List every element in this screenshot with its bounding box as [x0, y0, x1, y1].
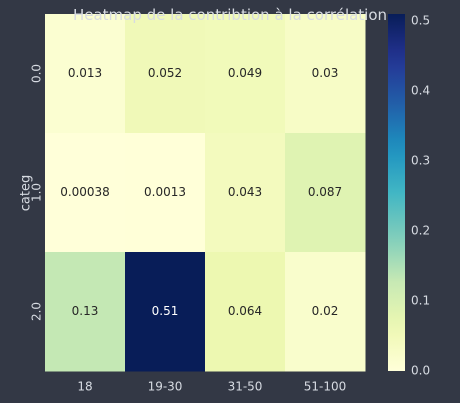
- heatmap-cell-r0-c3: [285, 14, 366, 134]
- cell-value-label-r0-c0: 0.013: [68, 66, 102, 80]
- cell-value-label-r0-c3: 0.03: [312, 66, 339, 80]
- colorbar-tick-label-3: 0.3: [411, 154, 430, 168]
- cell-value-label-r1-c3: 0.087: [308, 185, 342, 199]
- x-tick-label-1: 19-30: [148, 380, 183, 394]
- heatmap-cell-r1-c0: [45, 133, 126, 253]
- heatmap-cell-r0-c1: [125, 14, 206, 134]
- heatmap-cell-r1-c3: [285, 133, 366, 253]
- y-axis-tick-labels: 0.0 1.0 2.0: [30, 64, 44, 321]
- colorbar: [388, 14, 405, 371]
- heatmap-cell-r0-c2: [205, 14, 286, 134]
- heatmap-cells: [45, 14, 366, 372]
- x-tick-label-0: 18: [77, 380, 92, 394]
- heatmap-cell-r2-c1: [125, 252, 206, 372]
- y-tick-label-2: 2.0: [30, 302, 44, 321]
- cell-value-label-r2-c2: 0.064: [228, 304, 262, 318]
- cell-value-label-r2-c1: 0.51: [152, 304, 179, 318]
- cell-value-label-r1-c2: 0.043: [228, 185, 262, 199]
- colorbar-tick-label-1: 0.1: [411, 294, 430, 308]
- y-tick-label-0: 0.0: [30, 64, 44, 83]
- x-tick-label-2: 31-50: [228, 380, 263, 394]
- cell-value-label-r2-c3: 0.02: [312, 304, 339, 318]
- colorbar-tick-label-2: 0.2: [411, 224, 430, 238]
- x-axis-tick-labels: 18 19-30 31-50 51-100: [77, 380, 346, 394]
- colorbar-tick-labels: 0.0 0.1 0.2 0.3 0.4 0.5: [411, 14, 430, 378]
- heatmap-cell-r2-c2: [205, 252, 286, 372]
- heatmap-cell-r1-c2: [205, 133, 286, 253]
- chart-title: Heatmap de la contribtion à la corrélati…: [73, 6, 387, 24]
- colorbar-tick-label-5: 0.5: [411, 14, 430, 28]
- cell-value-label-r2-c0: 0.13: [72, 304, 99, 318]
- cell-value-label-r0-c1: 0.052: [148, 66, 182, 80]
- colorbar-tick-label-0: 0.0: [411, 364, 430, 378]
- y-tick-label-1: 1.0: [30, 183, 44, 202]
- y-axis-label: categ: [19, 175, 34, 211]
- heatmap-cell-r0-c0: [45, 14, 126, 134]
- x-tick-label-3: 51-100: [304, 380, 347, 394]
- heatmap-cell-r2-c3: [285, 252, 366, 372]
- heatmap-cell-r1-c1: [125, 133, 206, 253]
- cell-value-label-r1-c0: 0.00038: [60, 185, 110, 199]
- heatmap-cell-labels: 0.013 0.052 0.049 0.03 0.00038 0.0013 0.043 0.0…: [60, 66, 342, 318]
- cell-value-label-r0-c2: 0.049: [228, 66, 262, 80]
- cell-value-label-r1-c1: 0.0013: [144, 185, 186, 199]
- colorbar-tick-label-4: 0.4: [411, 84, 430, 98]
- heatmap-cell-r2-c0: [45, 252, 126, 372]
